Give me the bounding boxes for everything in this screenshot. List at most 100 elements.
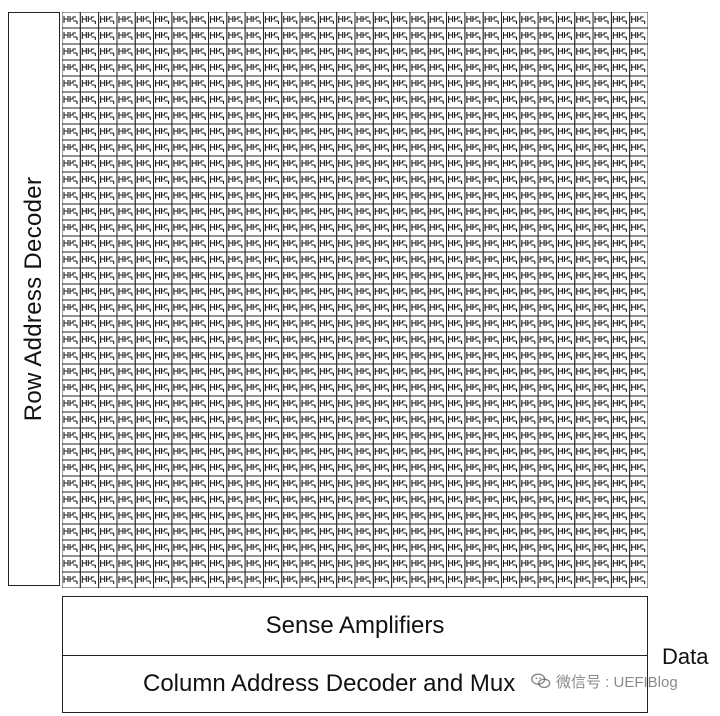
memory-cell bbox=[482, 235, 502, 253]
memory-cell bbox=[262, 251, 283, 269]
memory-cell bbox=[189, 251, 209, 269]
memory-cell bbox=[336, 571, 356, 588]
memory-cell bbox=[262, 235, 283, 253]
memory-cell bbox=[153, 331, 173, 349]
memory-cell bbox=[427, 315, 448, 333]
memory-cell bbox=[372, 491, 393, 509]
memory-cell bbox=[574, 427, 594, 445]
memory-cell bbox=[189, 267, 209, 285]
memory-cell bbox=[171, 27, 191, 45]
memory-cell bbox=[464, 555, 484, 573]
memory-cell bbox=[482, 171, 502, 189]
memory-cell bbox=[391, 27, 411, 45]
memory-cell bbox=[427, 523, 448, 541]
memory-cell bbox=[116, 59, 136, 77]
memory-cell bbox=[354, 283, 374, 301]
memory-cell bbox=[409, 91, 429, 109]
memory-cell bbox=[427, 555, 448, 573]
memory-cell bbox=[464, 123, 484, 141]
memory-cell bbox=[372, 155, 393, 173]
memory-cell bbox=[537, 331, 557, 349]
memory-cell bbox=[116, 91, 136, 109]
memory-cell bbox=[592, 59, 612, 77]
memory-cell bbox=[153, 171, 173, 189]
memory-cell bbox=[555, 347, 576, 365]
memory-cell bbox=[336, 27, 356, 45]
memory-cell bbox=[629, 203, 648, 221]
memory-cell bbox=[482, 139, 502, 157]
memory-cell bbox=[464, 283, 484, 301]
memory-cell bbox=[592, 107, 612, 125]
memory-cell bbox=[281, 395, 301, 413]
memory-cell bbox=[262, 459, 283, 477]
memory-cell bbox=[409, 139, 429, 157]
memory-cell bbox=[134, 219, 155, 237]
memory-cell bbox=[446, 331, 466, 349]
memory-cell bbox=[226, 12, 246, 29]
memory-cell bbox=[555, 75, 576, 93]
memory-cell bbox=[610, 331, 631, 349]
memory-cell bbox=[372, 43, 393, 61]
memory-cell bbox=[189, 459, 209, 477]
memory-cell bbox=[629, 123, 648, 141]
memory-cell bbox=[116, 459, 136, 477]
memory-cell bbox=[262, 427, 283, 445]
memory-cell bbox=[391, 411, 411, 429]
memory-cell bbox=[354, 347, 374, 365]
memory-cell bbox=[116, 219, 136, 237]
memory-cell bbox=[153, 571, 173, 588]
memory-cell bbox=[537, 187, 557, 205]
memory-cell bbox=[153, 443, 173, 461]
memory-cell bbox=[98, 171, 118, 189]
memory-cell bbox=[446, 555, 466, 573]
memory-cell bbox=[501, 315, 521, 333]
memory-cell bbox=[62, 379, 81, 397]
memory-cell bbox=[372, 12, 393, 29]
row-address-decoder-label: Row Address Decoder bbox=[20, 176, 47, 422]
memory-cell bbox=[629, 59, 648, 77]
memory-cell bbox=[501, 379, 521, 397]
memory-cell bbox=[79, 107, 100, 125]
watermark-text: 微信号 : UEFIBlog bbox=[556, 673, 678, 691]
memory-cell bbox=[391, 331, 411, 349]
memory-cell bbox=[464, 267, 484, 285]
memory-cell bbox=[519, 539, 539, 557]
memory-cell bbox=[372, 267, 393, 285]
memory-cell bbox=[98, 347, 118, 365]
memory-cell bbox=[409, 251, 429, 269]
memory-cell bbox=[98, 75, 118, 93]
memory-cell bbox=[446, 347, 466, 365]
memory-cell bbox=[610, 235, 631, 253]
memory-cell bbox=[446, 235, 466, 253]
memory-cell bbox=[171, 203, 191, 221]
memory-cell bbox=[134, 379, 155, 397]
memory-cell bbox=[226, 475, 246, 493]
memory-cell bbox=[427, 75, 448, 93]
memory-cell bbox=[317, 395, 338, 413]
memory-cell bbox=[391, 299, 411, 317]
memory-cell bbox=[299, 27, 319, 45]
memory-cell bbox=[354, 59, 374, 77]
memory-cell bbox=[153, 12, 173, 29]
memory-cell bbox=[79, 507, 100, 525]
memory-cell bbox=[482, 12, 502, 29]
memory-cell bbox=[354, 411, 374, 429]
memory-cell bbox=[555, 363, 576, 381]
memory-cell bbox=[610, 155, 631, 173]
memory-cell bbox=[464, 475, 484, 493]
memory-cell bbox=[482, 267, 502, 285]
memory-cell bbox=[189, 187, 209, 205]
memory-cell bbox=[171, 267, 191, 285]
memory-cell bbox=[116, 27, 136, 45]
memory-cell bbox=[116, 491, 136, 509]
memory-cell bbox=[62, 203, 81, 221]
memory-cell bbox=[592, 12, 612, 29]
memory-cell bbox=[354, 331, 374, 349]
memory-cell bbox=[281, 411, 301, 429]
memory-cell bbox=[629, 283, 648, 301]
memory-cell bbox=[299, 411, 319, 429]
memory-cell bbox=[299, 267, 319, 285]
memory-cell bbox=[317, 107, 338, 125]
memory-cell bbox=[134, 571, 155, 588]
memory-cell bbox=[208, 203, 228, 221]
